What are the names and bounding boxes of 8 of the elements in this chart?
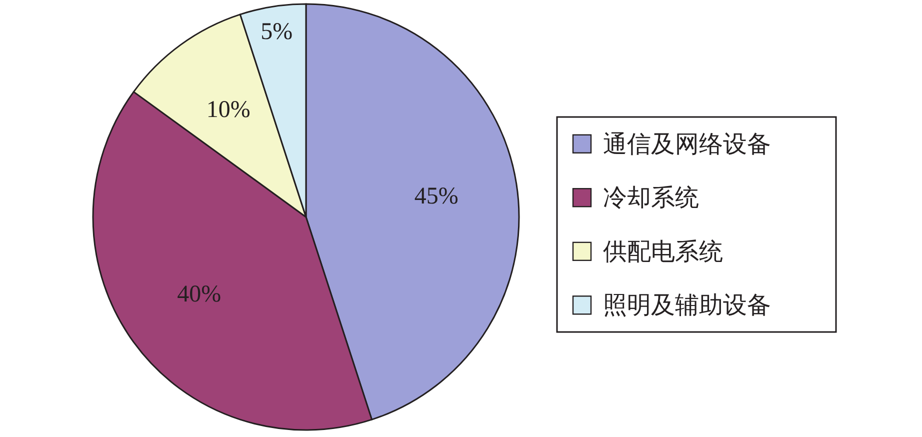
data-label: 10% — [206, 97, 250, 124]
data-label: 5% — [260, 18, 293, 45]
legend-label: 照明及辅助设备 — [603, 291, 771, 320]
legend-label: 冷却系统 — [603, 184, 699, 212]
legend-label: 供配电系统 — [603, 237, 723, 266]
data-label: 40% — [177, 282, 222, 308]
data-label: 45% — [414, 183, 458, 210]
legend-label: 通信及网络设备 — [603, 130, 771, 158]
